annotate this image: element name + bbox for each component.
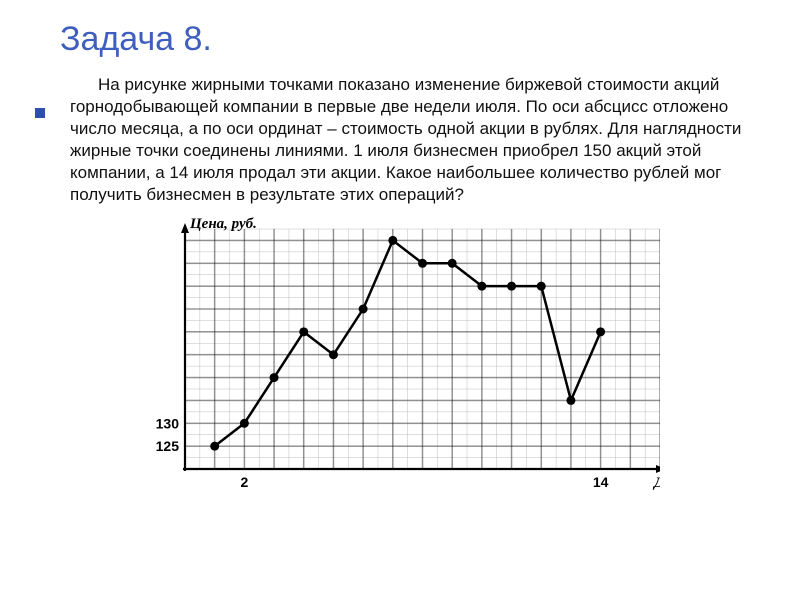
slide-title: Задача 8. [60,20,760,59]
stock-chart: 125 130 2 14 Цена, руб. Дни [150,217,760,497]
svg-text:130: 130 [156,415,180,431]
svg-text:125: 125 [156,438,180,454]
svg-text:Дни: Дни [652,475,660,491]
problem-text: На рисунке жирными точками показано изме… [70,74,760,207]
svg-text:14: 14 [593,474,609,490]
svg-text:Цена, руб.: Цена, руб. [189,217,257,232]
svg-text:2: 2 [240,474,248,490]
